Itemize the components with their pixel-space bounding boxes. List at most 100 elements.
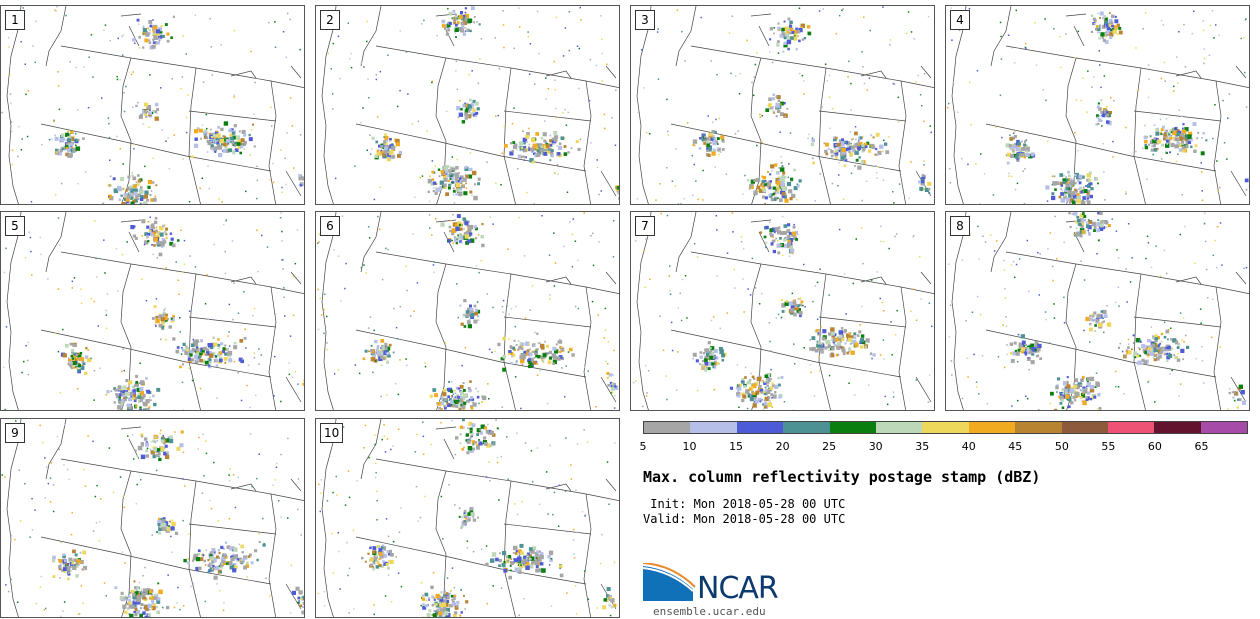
map-boundary-line [321, 6, 337, 204]
reflectivity-cell [155, 325, 157, 327]
reflectivity-cell [238, 558, 241, 561]
reflectivity-cell [453, 9, 455, 12]
reflectivity-cell [180, 353, 183, 355]
reflectivity-cell [777, 22, 780, 25]
reflectivity-cell [973, 353, 975, 356]
reflectivity-cell [792, 301, 797, 305]
reflectivity-cell [1073, 234, 1076, 237]
reflectivity-cell [711, 121, 714, 123]
reflectivity-cell [431, 81, 433, 84]
reflectivity-cell [270, 106, 272, 109]
reflectivity-cell [713, 388, 716, 391]
reflectivity-cell [1181, 339, 1183, 341]
reflectivity-cell [532, 344, 536, 348]
reflectivity-cell [649, 278, 651, 281]
reflectivity-cell [1135, 47, 1137, 49]
reflectivity-cell [1053, 303, 1055, 305]
reflectivity-cell [124, 399, 127, 402]
reflectivity-cell [213, 568, 215, 570]
reflectivity-cell [809, 364, 812, 366]
reflectivity-cell [864, 145, 868, 149]
reflectivity-cell [441, 19, 446, 24]
reflectivity-cell [742, 394, 747, 399]
reflectivity-cell [1178, 109, 1180, 111]
reflectivity-cell [533, 357, 536, 359]
reflectivity-cell [789, 24, 793, 28]
reflectivity-cell [1135, 150, 1137, 153]
reflectivity-cell [509, 345, 513, 348]
reflectivity-cell [222, 135, 225, 138]
reflectivity-cell [245, 190, 247, 193]
reflectivity-cell [449, 229, 452, 233]
reflectivity-cell [272, 162, 274, 165]
reflectivity-cell [196, 357, 200, 362]
reflectivity-cell [697, 198, 699, 201]
reflectivity-cell [554, 172, 556, 174]
reflectivity-cell [1013, 134, 1017, 139]
reflectivity-cell [828, 96, 831, 98]
reflectivity-cell [1034, 349, 1037, 352]
reflectivity-cell [912, 235, 915, 237]
map-boundary-line [1005, 45, 1249, 88]
reflectivity-cell [171, 519, 174, 522]
reflectivity-cell [863, 16, 865, 18]
reflectivity-cell [571, 353, 575, 357]
reflectivity-cell [1062, 180, 1066, 184]
reflectivity-cell [250, 561, 254, 565]
reflectivity-cell [1106, 113, 1110, 117]
reflectivity-cell [858, 156, 861, 159]
reflectivity-cell [354, 364, 357, 366]
reflectivity-cell [163, 240, 167, 244]
reflectivity-cell [477, 234, 480, 236]
reflectivity-cell [853, 332, 857, 336]
reflectivity-cell [716, 147, 720, 150]
reflectivity-cell [1103, 331, 1105, 334]
reflectivity-cell [103, 239, 105, 241]
reflectivity-cell [375, 74, 377, 76]
reflectivity-cell [1026, 350, 1029, 353]
reflectivity-cell [132, 595, 137, 600]
reflectivity-cell [70, 130, 74, 134]
reflectivity-cell [711, 351, 715, 355]
reflectivity-cell [523, 146, 527, 149]
reflectivity-cell [128, 601, 132, 605]
reflectivity-cell [471, 70, 473, 72]
reflectivity-cell [504, 143, 508, 148]
reflectivity-cell [199, 187, 201, 190]
reflectivity-cell [1095, 123, 1098, 126]
reflectivity-cell [145, 399, 150, 404]
reflectivity-cell [790, 177, 794, 181]
reflectivity-cell [70, 569, 72, 572]
reflectivity-cell [247, 364, 250, 366]
reflectivity-cell [766, 384, 769, 387]
reflectivity-cell [832, 337, 837, 343]
reflectivity-cell [770, 242, 774, 246]
reflectivity-cell [168, 325, 172, 329]
reflectivity-cell [772, 227, 777, 232]
reflectivity-cell [577, 307, 579, 310]
reflectivity-cell [464, 109, 468, 113]
reflectivity-cell [109, 159, 111, 161]
reflectivity-cell [176, 346, 180, 349]
reflectivity-cell [515, 361, 518, 364]
reflectivity-cell [57, 85, 60, 87]
reflectivity-cell [82, 550, 86, 555]
reflectivity-cell [1148, 345, 1152, 350]
member-number-label: 1 [5, 10, 25, 30]
reflectivity-cell [1073, 384, 1078, 389]
reflectivity-cell [1086, 111, 1088, 113]
reflectivity-cell [27, 359, 29, 362]
reflectivity-cell [497, 342, 501, 347]
reflectivity-cell [801, 38, 805, 41]
reflectivity-cell [791, 231, 796, 236]
reflectivity-cell [644, 365, 647, 367]
reflectivity-cell [71, 357, 75, 360]
reflectivity-cell [455, 36, 457, 38]
reflectivity-cell [204, 133, 207, 136]
reflectivity-cell [671, 180, 674, 182]
reflectivity-cell [741, 392, 745, 397]
reflectivity-cell [1113, 99, 1115, 102]
reflectivity-cell [217, 338, 220, 341]
reflectivity-cell [109, 40, 111, 42]
reflectivity-cell [737, 384, 740, 387]
